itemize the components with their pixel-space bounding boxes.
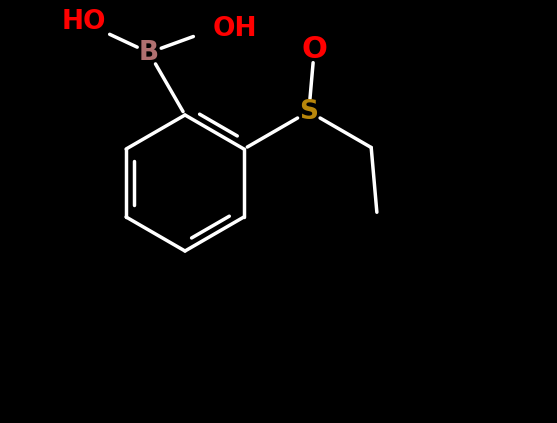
Text: S: S — [299, 99, 319, 124]
Text: HO: HO — [61, 9, 106, 35]
Text: OH: OH — [213, 16, 257, 42]
Text: B: B — [139, 40, 159, 66]
Text: O: O — [301, 35, 327, 64]
